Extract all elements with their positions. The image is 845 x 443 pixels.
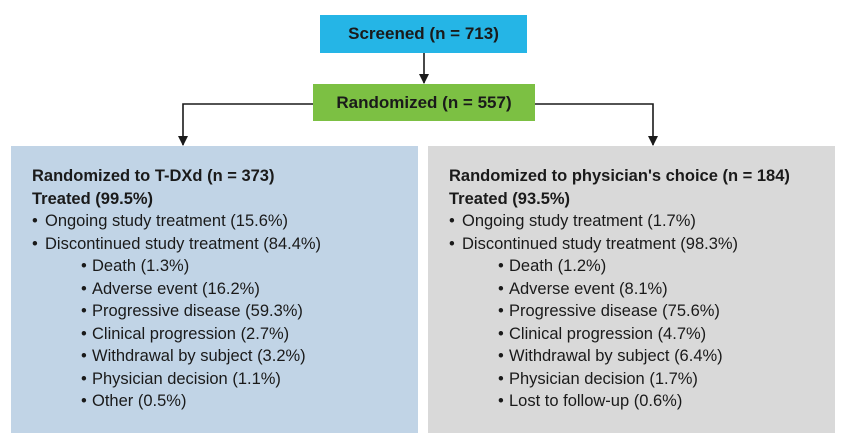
- reason-item: Clinical progression (2.7%): [81, 323, 418, 346]
- arrow-randomized-to-physicians-choice: [535, 103, 658, 146]
- reason-item: Withdrawal by subject (6.4%): [498, 345, 835, 368]
- discontinuation-reasons: Death (1.2%) Adverse event (8.1%) Progre…: [449, 255, 835, 413]
- reason-item: Death (1.2%): [498, 255, 835, 278]
- randomized-node: Randomized (n = 557): [313, 84, 535, 121]
- reason-item: Clinical progression (4.7%): [498, 323, 835, 346]
- reason-item: Progressive disease (59.3%): [81, 300, 418, 323]
- arm-ongoing: Ongoing study treatment (15.6%): [32, 210, 418, 233]
- reason-item: Progressive disease (75.6%): [498, 300, 835, 323]
- arm-title: Randomized to T-DXd (n = 373): [32, 167, 275, 185]
- reason-item: Adverse event (16.2%): [81, 278, 418, 301]
- reason-item: Physician decision (1.7%): [498, 368, 835, 391]
- reason-item: Death (1.3%): [81, 255, 418, 278]
- screened-label: Screened (n = 713): [348, 24, 499, 43]
- randomized-label: Randomized (n = 557): [336, 92, 512, 112]
- reason-item: Adverse event (8.1%): [498, 278, 835, 301]
- arm-discontinued: Discontinued study treatment (98.3%): [449, 233, 835, 256]
- reason-item: Other (0.5%): [81, 390, 418, 413]
- arm-treated: Treated (93.5%): [449, 189, 571, 208]
- arm-title: Randomized to physician's choice (n = 18…: [449, 167, 790, 185]
- discontinuation-reasons: Death (1.3%) Adverse event (16.2%) Progr…: [32, 255, 418, 413]
- arm-ongoing: Ongoing study treatment (1.7%): [449, 210, 835, 233]
- arm-treated: Treated (99.5%): [32, 189, 154, 208]
- arm-discontinued: Discontinued study treatment (84.4%): [32, 233, 418, 256]
- arrow-randomized-to-tdxd: [178, 103, 313, 146]
- arm-physicians-choice-box: Randomized to physician's choice (n = 18…: [428, 146, 835, 433]
- reason-item: Physician decision (1.1%): [81, 368, 418, 391]
- reason-item: Lost to follow-up (0.6%): [498, 390, 835, 413]
- screened-node: Screened (n = 713): [320, 15, 527, 53]
- arm-tdxd-box: Randomized to T-DXd (n = 373) Treated (9…: [11, 146, 418, 433]
- reason-item: Withdrawal by subject (3.2%): [81, 345, 418, 368]
